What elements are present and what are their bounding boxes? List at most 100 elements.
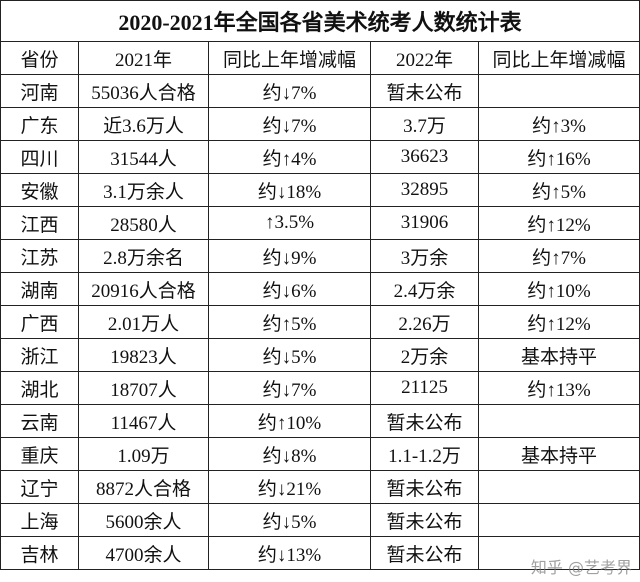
header-cell: 2021年 (78, 41, 209, 75)
table-cell: 19823人 (78, 338, 209, 372)
data-row: 江西 28580人 ↑3.5% 31906 约↑12% (0, 206, 640, 240)
table-cell: 约↑3% (477, 107, 640, 141)
table-cell: 浙江 (0, 338, 79, 372)
table-cell: 约↓8% (208, 437, 371, 471)
table-cell: 约↓18% (208, 173, 371, 207)
table-cell: 重庆 (0, 437, 79, 471)
table-cell (477, 404, 640, 438)
table-cell: 广西 (0, 305, 79, 339)
watermark: 知乎 @艺考界 (530, 558, 632, 577)
table-cell: 安徽 (0, 173, 79, 207)
data-row: 安徽 3.1万余人 约↓18% 32895 约↑5% (0, 173, 640, 207)
table-cell: 暂未公布 (370, 536, 479, 570)
table-cell: 约↓5% (208, 503, 371, 537)
table-cell: 约↑10% (477, 272, 640, 306)
table-cell: 1.1-1.2万 (370, 437, 479, 471)
table-cell: 基本持平 (477, 338, 640, 372)
data-row: 广西 2.01万人 约↑5% 2.26万 约↑12% (0, 305, 640, 339)
table-cell: 约↓13% (208, 536, 371, 570)
data-row: 云南 11467人 约↑10% 暂未公布 (0, 404, 640, 438)
table-cell: 约↑7% (477, 239, 640, 273)
table-cell: 暂未公布 (370, 470, 479, 504)
table-cell: 8872人合格 (78, 470, 209, 504)
table-cell: 32895 (370, 173, 479, 207)
table-cell: 约↑4% (208, 140, 371, 174)
table-cell: 约↓6% (208, 272, 371, 306)
table-cell: 20916人合格 (78, 272, 209, 306)
table-cell: 55036人合格 (78, 74, 209, 108)
data-row: 广东 近3.6万人 约↓7% 3.7万 约↑3% (0, 107, 640, 141)
header-cell: 同比上年增减幅 (208, 41, 371, 75)
table-cell: 约↑13% (477, 371, 640, 405)
table-cell: 约↑12% (477, 305, 640, 339)
table-cell: 约↑10% (208, 404, 371, 438)
data-row: 江苏 2.8万余名 约↓9% 3万余 约↑7% (0, 239, 640, 273)
table-cell: 2万余 (370, 338, 479, 372)
data-row: 辽宁 8872人合格 约↓21% 暂未公布 (0, 470, 640, 504)
table-cell: 基本持平 (477, 437, 640, 471)
table-cell (477, 74, 640, 108)
table-cell: 2.8万余名 (78, 239, 209, 273)
table-cell: 湖南 (0, 272, 79, 306)
table-cell: 11467人 (78, 404, 209, 438)
table-cell: 江苏 (0, 239, 79, 273)
data-row: 浙江 19823人 约↓5% 2万余 基本持平 (0, 338, 640, 372)
data-row: 河南 55036人合格 约↓7% 暂未公布 (0, 74, 640, 108)
table-cell: 约↓7% (208, 107, 371, 141)
table-cell: 约↓7% (208, 74, 371, 108)
header-row: 省份 2021年 同比上年增减幅 2022年 同比上年增减幅 (0, 41, 640, 75)
stats-table: 2020-2021年全国各省美术统考人数统计表 省份 2021年 同比上年增减幅 20… (0, 0, 640, 570)
table-cell: 3.7万 (370, 107, 479, 141)
table-cell: 四川 (0, 140, 79, 174)
data-row: 湖北 18707人 约↓7% 21125 约↑13% (0, 371, 640, 405)
table-title: 2020-2021年全国各省美术统考人数统计表 (0, 0, 640, 42)
table-cell: 5600余人 (78, 503, 209, 537)
table-cell: 暂未公布 (370, 74, 479, 108)
header-cell: 省份 (0, 41, 79, 75)
title-row: 2020-2021年全国各省美术统考人数统计表 (0, 0, 640, 42)
table-cell: 1.09万 (78, 437, 209, 471)
table-cell: 江西 (0, 206, 79, 240)
table-cell (477, 536, 640, 570)
table-cell (477, 470, 640, 504)
table-cell: ↑3.5% (208, 206, 371, 240)
data-row: 四川 31544人 约↑4% 36623 约↑16% (0, 140, 640, 174)
table-cell: 约↑16% (477, 140, 640, 174)
header-cell: 2022年 (370, 41, 479, 75)
table-cell: 约↑5% (208, 305, 371, 339)
data-row: 湖南 20916人合格 约↓6% 2.4万余 约↑10% (0, 272, 640, 306)
table-cell: 2.01万人 (78, 305, 209, 339)
table-cell: 近3.6万人 (78, 107, 209, 141)
table-cell: 吉林 (0, 536, 79, 570)
table-cell: 31544人 (78, 140, 209, 174)
table-cell: 约↓9% (208, 239, 371, 273)
table-cell: 28580人 (78, 206, 209, 240)
table-cell: 上海 (0, 503, 79, 537)
data-row: 重庆 1.09万 约↓8% 1.1-1.2万 基本持平 (0, 437, 640, 471)
table-cell: 约↓7% (208, 371, 371, 405)
table-cell: 暂未公布 (370, 503, 479, 537)
table-cell: 2.4万余 (370, 272, 479, 306)
table-cell: 约↓21% (208, 470, 371, 504)
table-cell: 18707人 (78, 371, 209, 405)
table-cell: 36623 (370, 140, 479, 174)
table-cell: 河南 (0, 74, 79, 108)
table-cell: 3.1万余人 (78, 173, 209, 207)
table-cell: 约↑5% (477, 173, 640, 207)
table-cell: 云南 (0, 404, 79, 438)
data-row: 吉林 4700余人 约↓13% 暂未公布 (0, 536, 640, 570)
table-cell: 4700余人 (78, 536, 209, 570)
table-cell (477, 503, 640, 537)
table-cell: 广东 (0, 107, 79, 141)
table-cell: 约↑12% (477, 206, 640, 240)
data-row: 上海 5600余人 约↓5% 暂未公布 (0, 503, 640, 537)
header-cell: 同比上年增减幅 (477, 41, 640, 75)
table-cell: 31906 (370, 206, 479, 240)
table-cell: 辽宁 (0, 470, 79, 504)
table-cell: 湖北 (0, 371, 79, 405)
table-cell: 2.26万 (370, 305, 479, 339)
table-cell: 21125 (370, 371, 479, 405)
table-cell: 3万余 (370, 239, 479, 273)
table-cell: 暂未公布 (370, 404, 479, 438)
